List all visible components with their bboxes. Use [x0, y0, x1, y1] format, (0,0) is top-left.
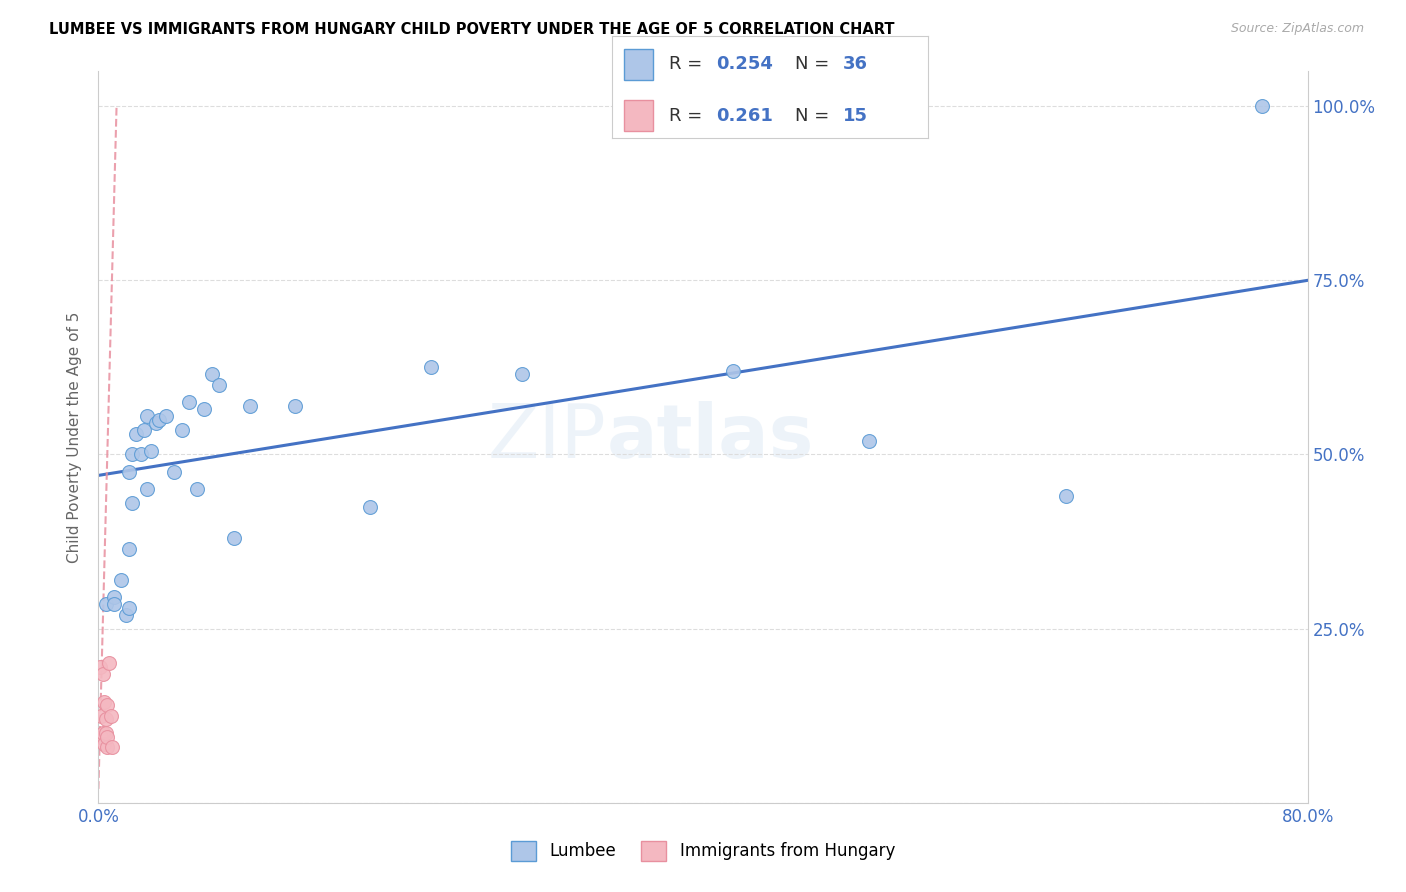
Text: 15: 15: [842, 107, 868, 125]
Point: [208, 377, 231, 392]
Point: [90, 708, 112, 723]
FancyBboxPatch shape: [624, 100, 652, 131]
Point: [723, 364, 745, 378]
Point: [96, 730, 118, 744]
Point: [118, 465, 141, 479]
Point: [98, 657, 121, 671]
Point: [135, 483, 157, 497]
Point: [284, 399, 307, 413]
Point: [510, 368, 533, 382]
Point: [94, 712, 117, 726]
Point: [858, 434, 880, 448]
Point: [110, 573, 132, 587]
Point: [239, 399, 262, 413]
Point: [121, 496, 143, 510]
Point: [93, 695, 115, 709]
Text: 0.261: 0.261: [716, 107, 773, 125]
Point: [100, 708, 122, 723]
Point: [135, 409, 157, 424]
Point: [94, 597, 117, 611]
Point: [91, 726, 114, 740]
Point: [118, 541, 141, 556]
Point: [163, 465, 186, 479]
Text: Source: ZipAtlas.com: Source: ZipAtlas.com: [1230, 22, 1364, 36]
Point: [118, 600, 141, 615]
Point: [179, 395, 201, 409]
Point: [360, 500, 382, 514]
Point: [103, 597, 125, 611]
Point: [201, 368, 224, 382]
Text: N =: N =: [796, 55, 835, 73]
Point: [148, 412, 170, 426]
Point: [90, 730, 112, 744]
Point: [1054, 489, 1077, 503]
Text: LUMBEE VS IMMIGRANTS FROM HUNGARY CHILD POVERTY UNDER THE AGE OF 5 CORRELATION C: LUMBEE VS IMMIGRANTS FROM HUNGARY CHILD …: [49, 22, 894, 37]
Point: [103, 591, 125, 605]
Point: [132, 423, 155, 437]
Point: [155, 409, 177, 424]
Point: [145, 416, 167, 430]
Point: [224, 531, 246, 545]
Text: atlas: atlas: [606, 401, 814, 474]
Legend: Lumbee, Immigrants from Hungary: Lumbee, Immigrants from Hungary: [505, 834, 901, 868]
Text: R =: R =: [669, 107, 707, 125]
Point: [170, 423, 193, 437]
Point: [1251, 99, 1274, 113]
Text: R =: R =: [669, 55, 707, 73]
Point: [94, 726, 117, 740]
Text: 0.254: 0.254: [716, 55, 773, 73]
Y-axis label: Child Poverty Under the Age of 5: Child Poverty Under the Age of 5: [67, 311, 83, 563]
Point: [129, 448, 152, 462]
Point: [193, 402, 215, 417]
Point: [96, 740, 118, 755]
Point: [114, 607, 136, 622]
Point: [186, 483, 208, 497]
Point: [125, 426, 148, 441]
Point: [93, 737, 115, 751]
Point: [96, 698, 118, 713]
FancyBboxPatch shape: [624, 49, 652, 79]
Point: [101, 740, 124, 755]
Point: [91, 667, 114, 681]
Point: [420, 360, 443, 375]
Point: [141, 444, 163, 458]
Text: ZIP: ZIP: [488, 401, 606, 474]
Text: 36: 36: [842, 55, 868, 73]
Point: [89, 660, 111, 674]
Text: N =: N =: [796, 107, 835, 125]
Point: [121, 448, 143, 462]
